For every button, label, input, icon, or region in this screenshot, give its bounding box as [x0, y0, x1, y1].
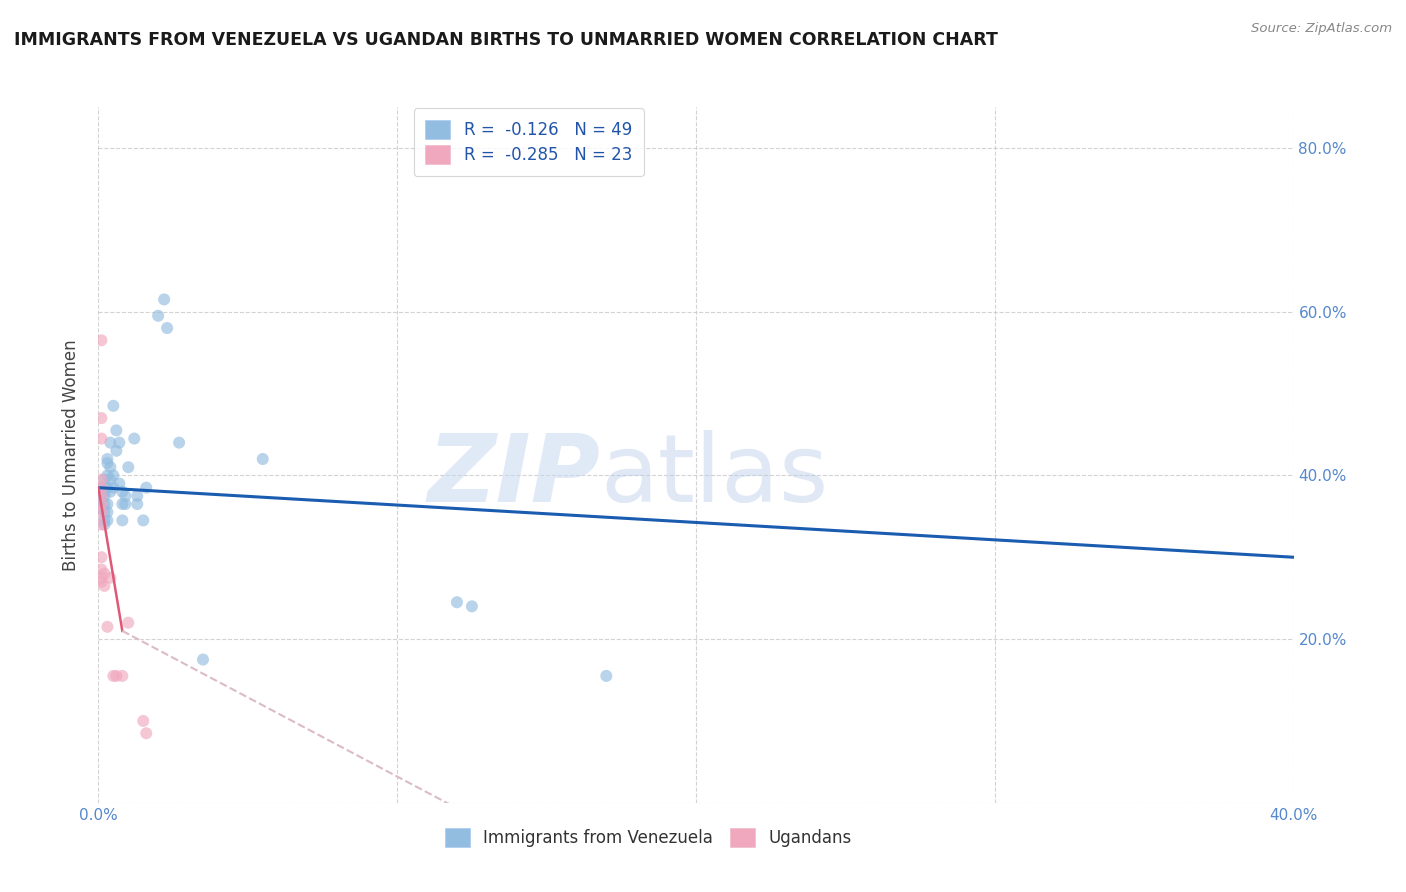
- Point: [124, 432, 146, 446]
- Point: [127, 497, 149, 511]
- Point: [103, 669, 125, 683]
- Point: [96, 620, 118, 634]
- Point: [90, 481, 112, 495]
- Point: [96, 481, 118, 495]
- Point: [153, 293, 176, 307]
- Point: [103, 481, 125, 495]
- Point: [90, 505, 112, 519]
- Point: [90, 481, 112, 495]
- Point: [167, 435, 190, 450]
- Point: [461, 599, 484, 614]
- Point: [111, 484, 134, 499]
- Point: [114, 497, 136, 511]
- Y-axis label: Births to Unmarried Women: Births to Unmarried Women: [62, 339, 80, 571]
- Point: [103, 468, 125, 483]
- Point: [93, 473, 115, 487]
- Point: [90, 501, 112, 516]
- Point: [595, 669, 617, 683]
- Point: [98, 484, 122, 499]
- Point: [446, 595, 468, 609]
- Point: [93, 497, 115, 511]
- Point: [96, 452, 118, 467]
- Point: [117, 615, 139, 630]
- Point: [103, 399, 125, 413]
- Point: [111, 497, 134, 511]
- Point: [108, 476, 131, 491]
- Point: [93, 579, 115, 593]
- Text: Source: ZipAtlas.com: Source: ZipAtlas.com: [1251, 22, 1392, 36]
- Point: [96, 513, 118, 527]
- Point: [96, 456, 118, 470]
- Point: [90, 550, 112, 565]
- Point: [90, 334, 112, 348]
- Point: [90, 562, 112, 576]
- Point: [111, 513, 134, 527]
- Point: [117, 460, 139, 475]
- Point: [127, 489, 149, 503]
- Point: [98, 571, 122, 585]
- Point: [135, 726, 157, 740]
- Point: [96, 497, 118, 511]
- Point: [105, 669, 128, 683]
- Point: [90, 489, 112, 503]
- Point: [93, 566, 115, 581]
- Point: [90, 432, 112, 446]
- Point: [111, 669, 134, 683]
- Point: [156, 321, 179, 335]
- Point: [93, 484, 115, 499]
- Text: atlas: atlas: [600, 430, 828, 522]
- Point: [90, 473, 112, 487]
- Point: [108, 435, 131, 450]
- Point: [90, 497, 112, 511]
- Point: [132, 513, 155, 527]
- Point: [98, 473, 122, 487]
- Point: [93, 513, 115, 527]
- Point: [90, 574, 112, 589]
- Text: ZIP: ZIP: [427, 430, 600, 522]
- Point: [105, 423, 128, 437]
- Point: [191, 652, 214, 666]
- Point: [96, 505, 118, 519]
- Point: [90, 489, 112, 503]
- Point: [90, 492, 112, 507]
- Point: [90, 571, 112, 585]
- Point: [98, 435, 122, 450]
- Point: [93, 505, 115, 519]
- Point: [114, 489, 136, 503]
- Point: [93, 489, 115, 503]
- Point: [105, 443, 128, 458]
- Point: [93, 517, 115, 532]
- Point: [90, 411, 112, 425]
- Point: [148, 309, 170, 323]
- Text: IMMIGRANTS FROM VENEZUELA VS UGANDAN BIRTHS TO UNMARRIED WOMEN CORRELATION CHART: IMMIGRANTS FROM VENEZUELA VS UGANDAN BIR…: [14, 31, 998, 49]
- Legend: Immigrants from Venezuela, Ugandans: Immigrants from Venezuela, Ugandans: [434, 818, 862, 857]
- Point: [90, 517, 112, 532]
- Point: [96, 468, 118, 483]
- Point: [98, 460, 122, 475]
- Point: [252, 452, 274, 467]
- Point: [132, 714, 155, 728]
- Point: [135, 481, 157, 495]
